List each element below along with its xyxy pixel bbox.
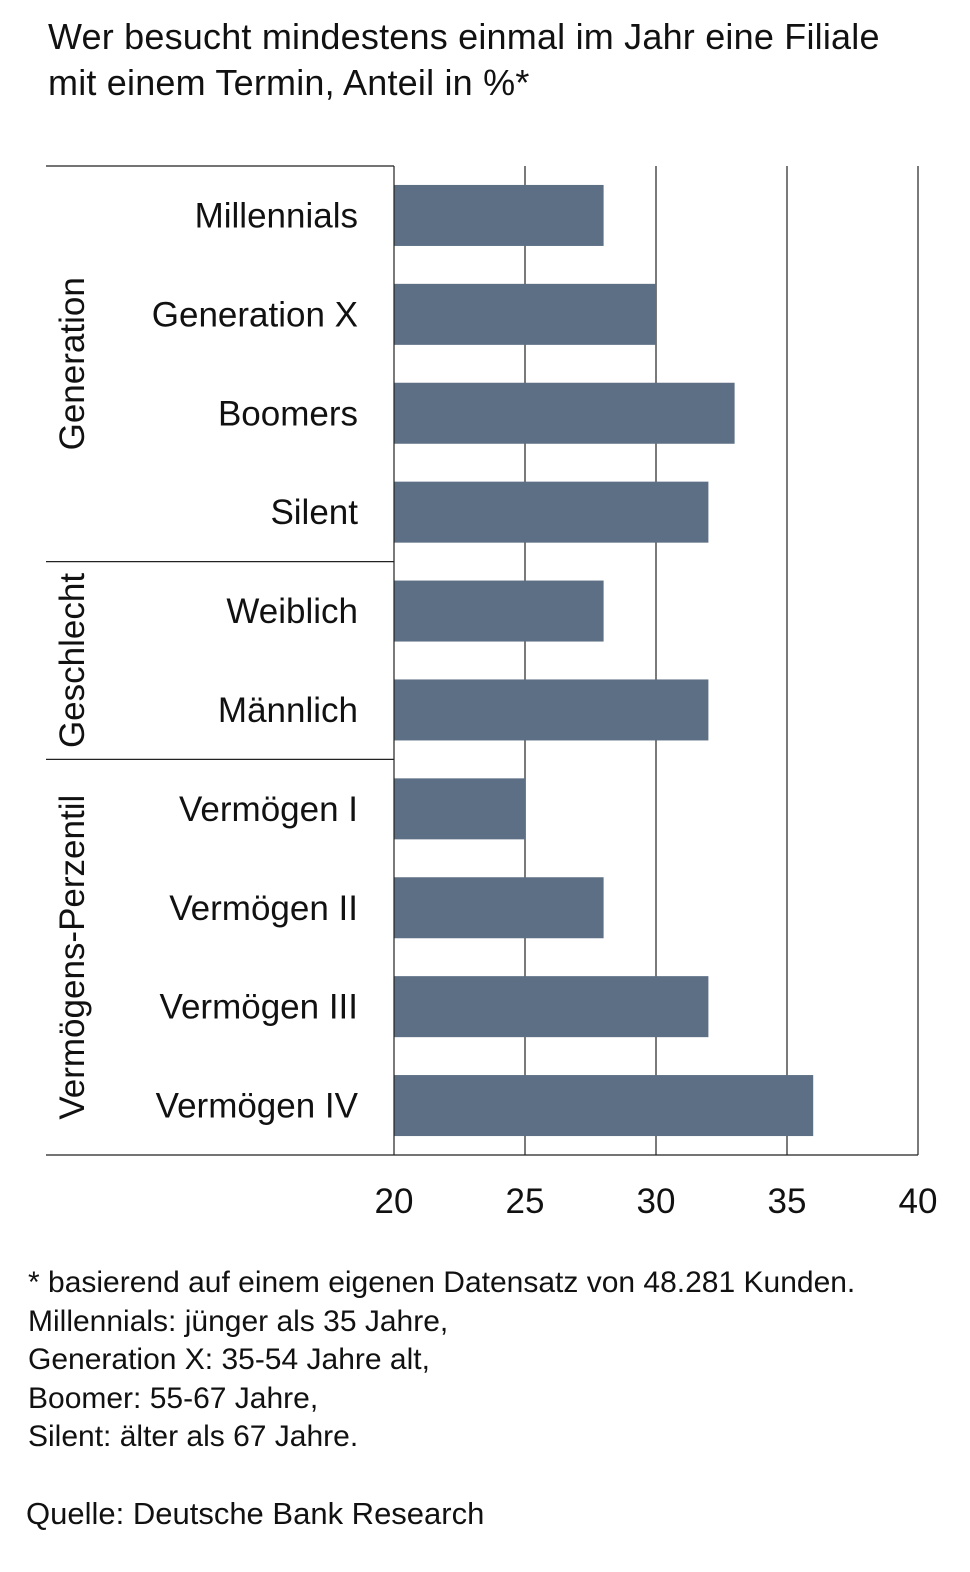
footnote-line: Generation X: 35-54 Jahre alt, [28, 1343, 430, 1376]
x-axis-ticks: 20 25 30 35 40 [375, 1182, 938, 1221]
bar [394, 877, 604, 939]
category-label: Vermögen IV [156, 1087, 359, 1126]
bar [394, 382, 735, 444]
footnote-line: Millennials: jünger als 35 Jahre, [28, 1304, 449, 1338]
category-label: Vermögen II [169, 889, 358, 928]
category-label: Millennials [195, 196, 358, 235]
category-label: Generation X [152, 295, 358, 334]
bar [394, 580, 604, 642]
footnote-line: Boomer: 55-67 Jahre, [28, 1381, 319, 1415]
category-label: Männlich [218, 691, 358, 730]
category-labels: Millennials Generation X Boomers Silent Weib… [152, 196, 359, 1125]
group-label: Geschlecht [53, 573, 92, 748]
category-frame [46, 165, 918, 1156]
bar-chart: Millennials Generation X Boomers Silent Weib… [46, 165, 938, 1221]
bar [394, 184, 604, 246]
group-label: Vermögens-Perzentil [53, 795, 92, 1120]
footnote-line: * basierend auf einem eigenen Datensatz … [28, 1266, 856, 1299]
group-label: Generation [53, 277, 92, 450]
x-tick-label: 35 [768, 1182, 807, 1221]
category-label: Boomers [218, 394, 358, 433]
bars [394, 184, 814, 1137]
bar [394, 1075, 814, 1137]
footnote: * basierend auf einem eigenen Datensatz … [28, 1264, 958, 1457]
category-label: Vermögen I [179, 790, 358, 829]
bar [394, 778, 525, 840]
chart-title-line: mit einem Termin, Anteil in %* [48, 62, 530, 103]
bar [394, 481, 709, 543]
bar [394, 679, 709, 741]
chart-title-line: Wer besucht mindestens einmal im Jahr ei… [48, 16, 880, 57]
category-label: Silent [270, 493, 358, 532]
group-labels: Generation Geschlecht Vermögens-Perzentil [53, 277, 92, 1119]
x-tick-label: 20 [375, 1182, 414, 1221]
x-tick-label: 25 [506, 1182, 545, 1221]
chart-title: Wer besucht mindestens einmal im Jahr ei… [48, 14, 958, 106]
bar [394, 976, 709, 1038]
footnote-line: Silent: älter als 67 Jahre. [28, 1420, 359, 1453]
source-note: Quelle: Deutsche Bank Research [26, 1496, 485, 1531]
x-tick-label: 30 [637, 1182, 676, 1221]
category-label: Weiblich [226, 592, 358, 631]
category-label: Vermögen III [160, 988, 358, 1027]
bar [394, 283, 656, 345]
x-tick-label: 40 [899, 1182, 938, 1221]
